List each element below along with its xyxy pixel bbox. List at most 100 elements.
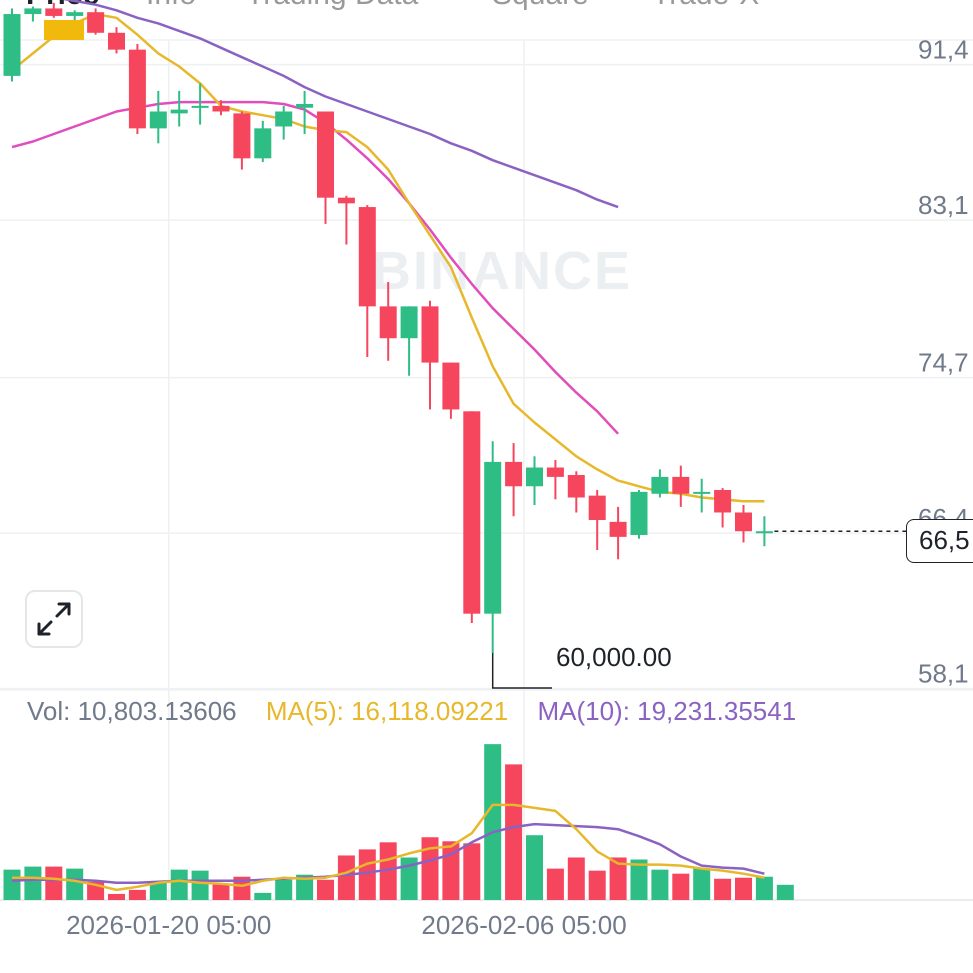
price-tick-label: 74,7 — [918, 348, 969, 378]
volume-bar — [233, 876, 251, 900]
time-tick-label: 2026-02-06 05:00 — [421, 910, 626, 940]
moving-average-lines — [11, 0, 765, 503]
volume-bar — [275, 879, 293, 900]
tab-price[interactable]: Price — [26, 0, 99, 12]
volume-bar — [379, 842, 397, 900]
volume-value: Vol: 10,803.13606 — [27, 696, 237, 726]
tab-square[interactable]: Square — [492, 0, 589, 12]
candle-body — [275, 111, 293, 127]
candle-body — [505, 461, 523, 487]
volume-bar — [3, 869, 21, 900]
volume-bar — [484, 744, 502, 900]
volume-bar — [463, 843, 481, 900]
candle-body — [317, 111, 334, 198]
candle-body — [191, 105, 209, 108]
volume-bar — [128, 889, 146, 900]
volume-ma5-value: MA(5): 16,118.09221 — [265, 696, 509, 726]
candle-body — [149, 111, 167, 129]
volume-bar — [567, 857, 585, 900]
candle-body — [714, 490, 732, 513]
volume-bar — [296, 874, 314, 900]
volume-bar — [693, 868, 711, 900]
candle-body — [526, 467, 543, 487]
volume-legend: Vol: 10,803.13606 MA(5): 16,118.09221 MA… — [27, 696, 818, 727]
volume-bar — [45, 866, 63, 900]
candle-body — [66, 12, 84, 16]
candle-body — [87, 12, 105, 33]
tab-trade-x[interactable]: Trade-X — [652, 0, 759, 12]
low-price-leader — [491, 653, 552, 689]
top-highlight-marker — [44, 20, 84, 40]
candle-body — [442, 362, 460, 410]
candle-body — [337, 197, 355, 204]
tab-trading-data[interactable]: Trading Data — [246, 0, 418, 12]
ma-short-line — [11, 12, 765, 503]
candle-body — [3, 14, 21, 76]
candle-body — [588, 495, 606, 520]
tab-info[interactable]: Info — [146, 0, 196, 12]
candle-body — [45, 8, 63, 16]
candle-body — [108, 32, 125, 50]
candle-body — [170, 109, 188, 114]
candle-body — [463, 411, 481, 614]
volume-bar — [776, 884, 794, 900]
volume-bar — [358, 849, 376, 900]
volume-bar — [526, 835, 543, 900]
ma-mid-line — [11, 100, 620, 435]
volume-bar — [400, 857, 418, 900]
low-price-label: 60,000.00 — [556, 642, 672, 672]
volume-bar — [588, 870, 606, 900]
volume-bars — [3, 744, 794, 900]
volume-bar — [755, 876, 773, 900]
price-tick-label: 58,1 — [918, 659, 969, 689]
annotations — [44, 20, 906, 689]
candle-body — [693, 491, 711, 494]
volume-bar — [149, 881, 167, 900]
candle-body — [128, 49, 146, 129]
volume-bar — [317, 879, 334, 900]
chart-grid — [0, 39, 973, 901]
time-tick-label: 2026-01-20 05:00 — [66, 910, 271, 940]
volume-bar — [505, 764, 523, 900]
volume-bar — [630, 859, 648, 900]
candle-body — [233, 113, 251, 159]
candle-body — [212, 105, 230, 112]
volume-bar — [421, 837, 439, 900]
candle-body — [254, 128, 272, 159]
candle-body — [630, 491, 648, 535]
candle-body — [672, 476, 690, 494]
expand-chart-button[interactable] — [25, 590, 83, 648]
candle-body — [755, 531, 773, 534]
candle-body — [400, 306, 418, 339]
candle-body — [421, 306, 439, 363]
volume-bar — [191, 870, 209, 900]
candle-body — [296, 103, 314, 108]
candle-body — [609, 521, 627, 537]
candlestick-series — [3, 2, 773, 654]
volume-bar — [66, 868, 84, 900]
volume-ma-lines — [11, 803, 765, 892]
price-tick-label: 83,1 — [918, 190, 969, 220]
volume-bar — [108, 893, 125, 900]
volume-ma5-line — [12, 803, 765, 892]
expand-arrows-icon — [37, 602, 71, 636]
candle-body — [24, 8, 42, 15]
volume-bar — [714, 878, 732, 900]
candle-body — [567, 475, 585, 498]
volume-bar — [170, 869, 188, 900]
current-price-tag[interactable]: 66,5 — [906, 519, 973, 563]
candle-body — [651, 476, 669, 494]
price-axis: 91,483,174,766,458,1 — [918, 35, 969, 689]
volume-bar — [672, 873, 690, 900]
volume-bar — [609, 857, 627, 900]
candle-body — [484, 461, 502, 614]
volume-bar — [337, 855, 355, 900]
volume-bar — [212, 883, 230, 900]
volume-bar — [254, 892, 272, 900]
volume-bar — [651, 869, 669, 900]
ma-long-line — [62, 0, 619, 209]
tab-bar: Price Info Trading Data Square Trade-X — [0, 0, 973, 18]
candle-body — [358, 207, 376, 307]
